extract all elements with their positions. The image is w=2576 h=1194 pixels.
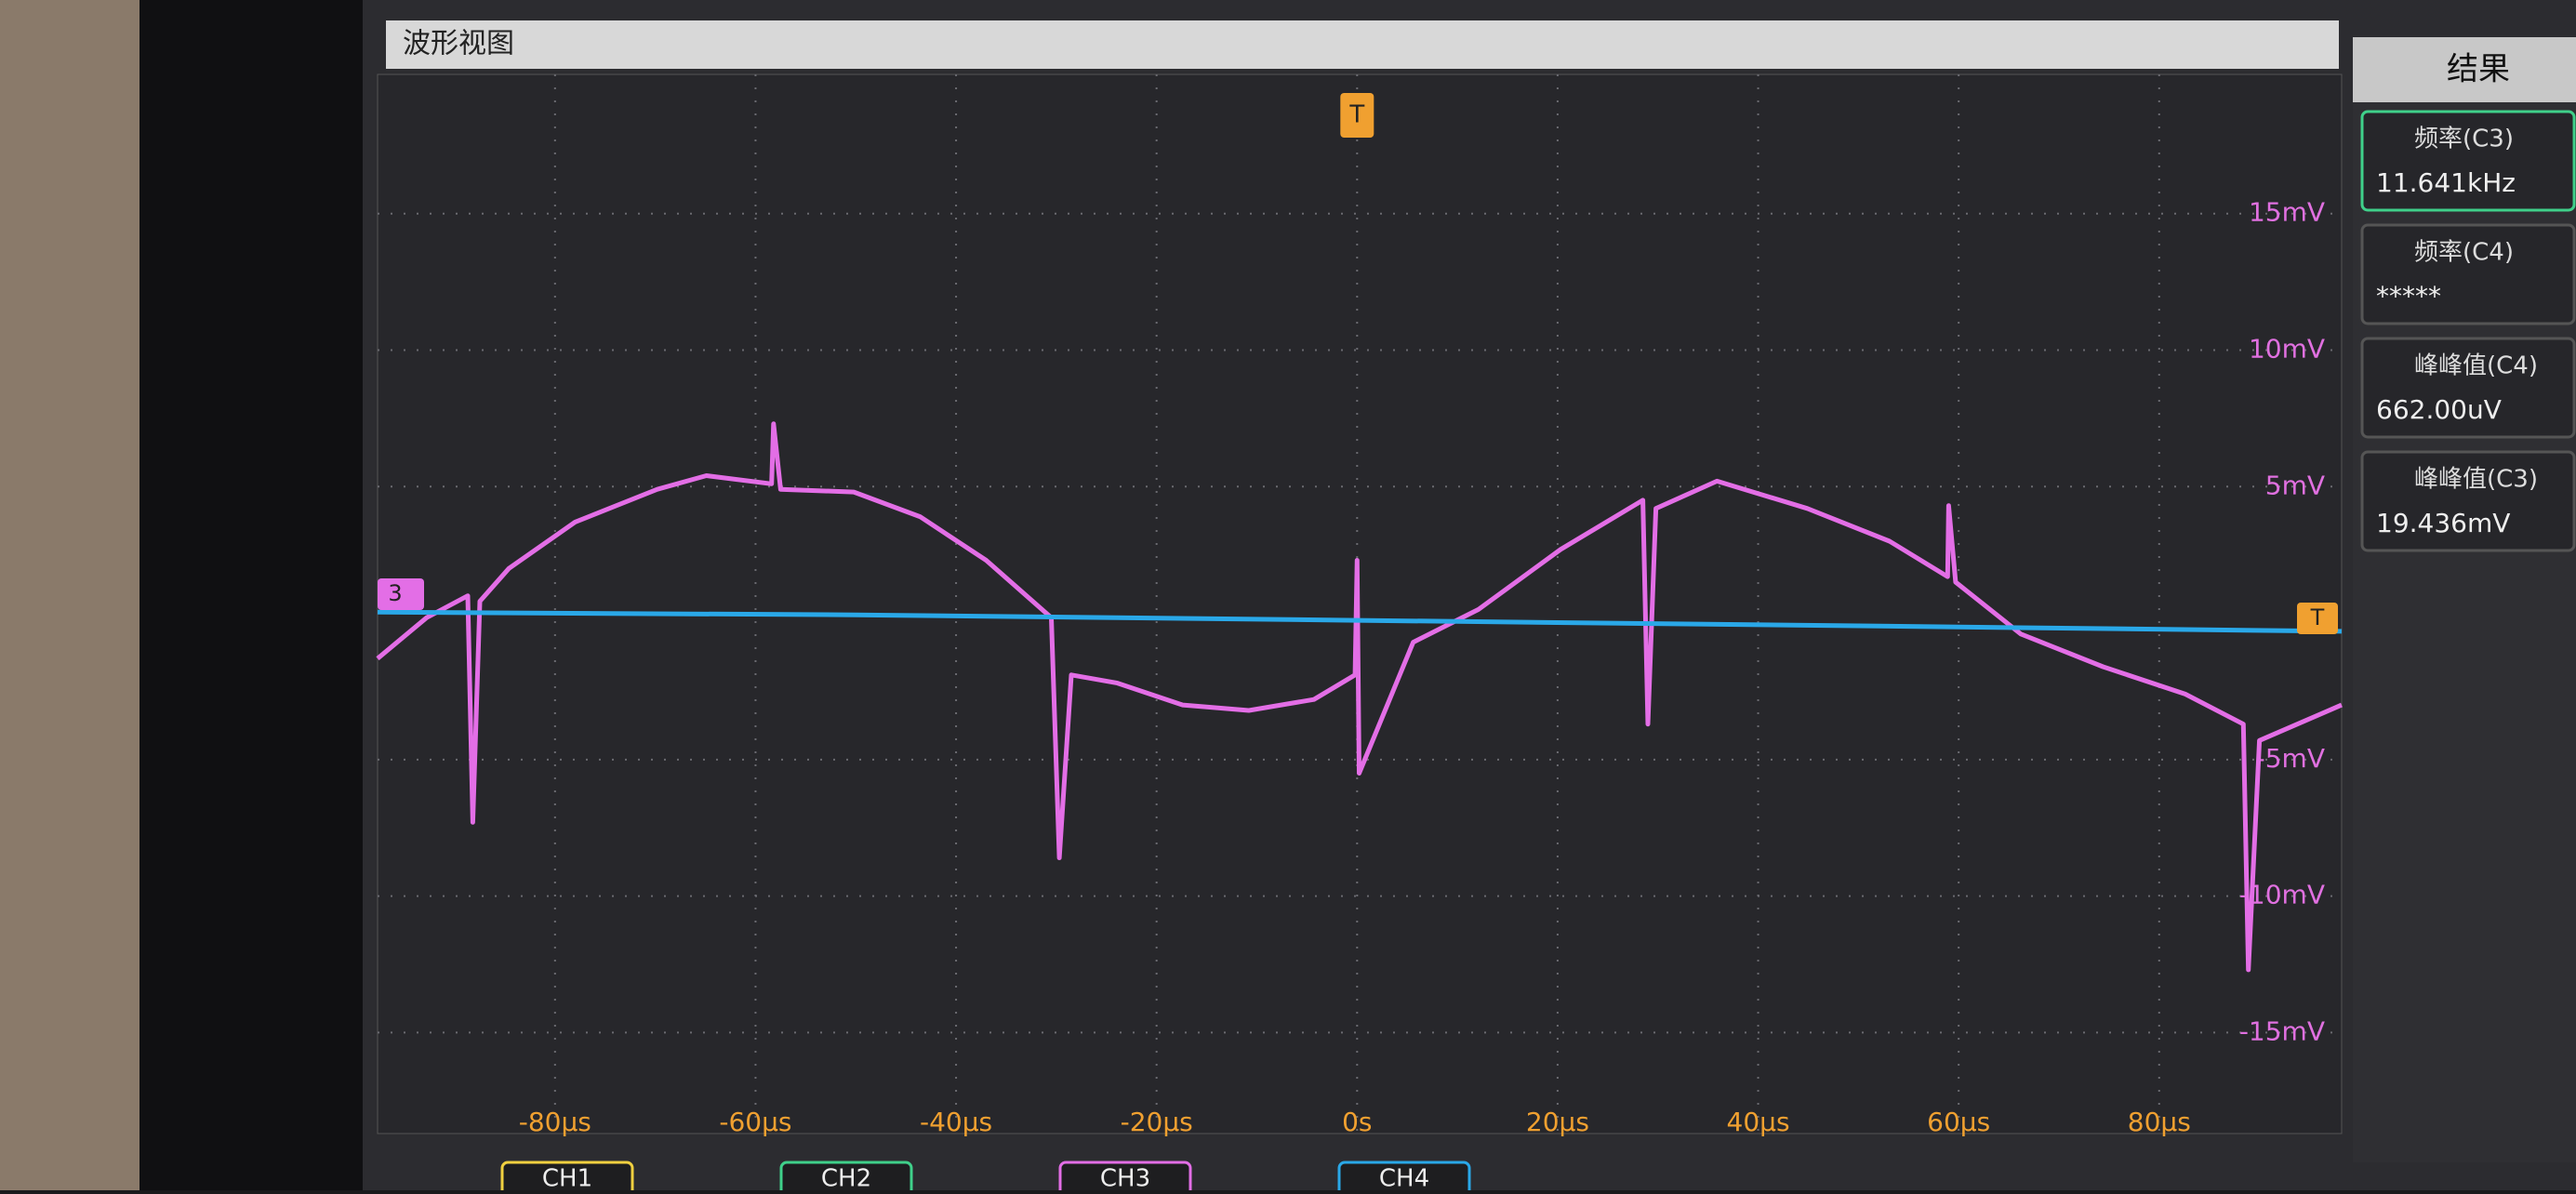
x-tick-label: 0s — [1342, 1107, 1372, 1137]
x-tick-label: -20µs — [1121, 1107, 1193, 1137]
result-item — [2360, 223, 2576, 325]
result-value: 11.641kHz — [2376, 167, 2516, 198]
y-tick-label: 10mV — [2249, 333, 2325, 364]
x-tick-label: -60µs — [719, 1107, 791, 1137]
y-tick-label: -5mV — [2256, 743, 2325, 774]
x-tick-label: 20µs — [1526, 1107, 1589, 1137]
channel-tab-label: CH4 — [1379, 1165, 1429, 1191]
channel-marker-label: 3 — [388, 580, 402, 606]
result-value: 662.00uV — [2376, 394, 2502, 425]
result-value: 19.436mV — [2376, 508, 2510, 538]
trigger-level-label: T — [2310, 604, 2325, 630]
header-title: 波形视图 — [403, 28, 514, 60]
channel-tab-label: CH1 — [542, 1165, 592, 1191]
x-tick-label: 80µs — [2128, 1107, 2191, 1137]
trace — [376, 421, 2343, 973]
y-tick-label: 15mV — [2249, 197, 2325, 228]
header-bar — [386, 20, 2339, 69]
result-label: 频率(C4) — [2414, 239, 2514, 267]
channel-tab[interactable] — [500, 1161, 634, 1194]
trace — [377, 609, 2343, 634]
results-header — [2353, 37, 2576, 102]
channel-tab[interactable] — [779, 1161, 913, 1194]
result-item — [2360, 450, 2576, 552]
result-label: 峰峰值(C3) — [2414, 466, 2538, 494]
x-tick-label: -80µs — [519, 1107, 591, 1137]
channel-tab-label: CH3 — [1100, 1165, 1150, 1191]
bezel — [139, 0, 363, 1190]
trigger-marker-label: T — [1348, 101, 1364, 129]
results-title: 结果 — [2447, 51, 2510, 88]
channel-tab[interactable] — [1058, 1161, 1192, 1194]
y-tick-label: -15mV — [2239, 1015, 2325, 1046]
result-label: 峰峰值(C4) — [2414, 352, 2538, 380]
result-item — [2360, 337, 2576, 439]
result-item — [2360, 110, 2576, 212]
trigger-level-marker — [2297, 603, 2338, 634]
channel-tab[interactable] — [1337, 1161, 1471, 1194]
trigger-marker — [1340, 93, 1374, 138]
result-label: 频率(C3) — [2414, 126, 2514, 153]
y-tick-label: 5mV — [2265, 470, 2325, 500]
channel-marker — [378, 578, 424, 610]
result-value: ***** — [2376, 281, 2441, 312]
x-tick-label: 40µs — [1727, 1107, 1790, 1137]
x-tick-label: 60µs — [1927, 1107, 1990, 1137]
channel-tab-label: CH2 — [821, 1165, 871, 1191]
x-tick-label: -40µs — [920, 1107, 992, 1137]
